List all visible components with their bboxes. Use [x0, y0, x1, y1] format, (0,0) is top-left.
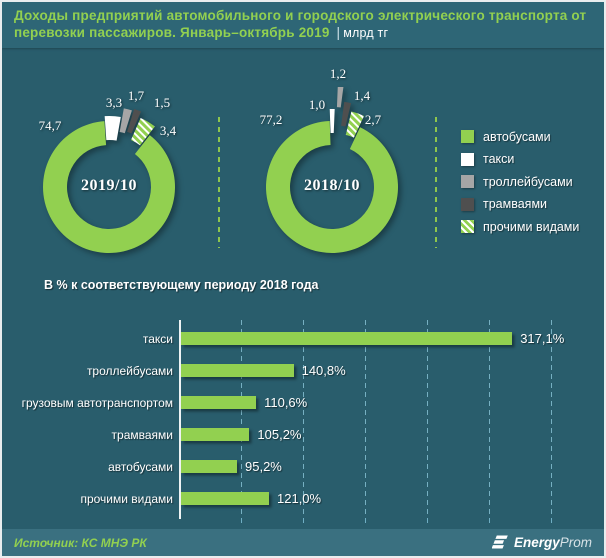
legend-label: троллейбусами	[483, 174, 573, 189]
brand-bold: Energy	[513, 535, 560, 550]
bar-chart-title: В % к соответствующему периоду 2018 года	[44, 278, 319, 292]
slice-value-taxi-2019: 3,3	[105, 95, 123, 110]
axis-tick	[551, 518, 552, 523]
energyprom-logo: EnergyProm	[491, 535, 592, 550]
legend-swatch-darkgray	[461, 197, 474, 211]
legend-item-trolleybus: троллейбусами	[461, 174, 579, 189]
brand-name: EnergyProm	[514, 535, 592, 550]
slice-value-other-2018: 2,7	[364, 112, 382, 127]
legend-item-tram: трамваями	[461, 197, 579, 211]
slice-value-trolley-2019: 1,7	[127, 88, 145, 103]
slice-value-buses-2019: 74,7	[38, 118, 62, 133]
bar-value-tram: 105,2%	[257, 427, 302, 442]
donut-chart-2018: 2018/10	[232, 83, 432, 287]
gridline	[365, 320, 366, 518]
axis-tick	[427, 518, 428, 523]
bar-chart-plot-area: 317,1% 140,8% 110,6% 105,2% 95,2% 121,0%	[179, 320, 564, 523]
legend-swatch-green	[461, 130, 474, 143]
bar-category-other: прочими видами	[80, 492, 173, 506]
bar-value-trucks: 110,6%	[264, 395, 308, 410]
legend-item-taxi: такси	[461, 152, 579, 166]
legend-item-other: прочими видами	[461, 219, 580, 234]
bar-trucks	[181, 396, 257, 409]
page-title: Доходы предприятий автомобильного и горо…	[14, 8, 592, 41]
gridline	[427, 320, 428, 518]
source-label: Источник: КС МНЭ РК	[14, 535, 147, 550]
slice-value-taxi-2018: 1,0	[308, 97, 326, 112]
gridline	[303, 320, 304, 518]
bar-category-trucks: грузовым автотранспортом	[21, 396, 173, 410]
donut-2019-center-label: 2019/10	[81, 177, 137, 194]
bar-buses	[181, 460, 237, 473]
title-text: Доходы предприятий автомобильного и горо…	[14, 8, 587, 40]
gridline	[241, 320, 242, 518]
axis-tick	[241, 518, 242, 523]
donut-2019-svg	[43, 108, 176, 253]
title-separator: |	[336, 24, 341, 40]
bar-category-trolleybus: троллейбусами	[86, 364, 173, 378]
slice-value-other-2019: 3,4	[159, 123, 177, 138]
bar-value-buses: 95,2%	[245, 459, 282, 474]
donut-2018-svg	[266, 83, 399, 253]
legend-swatch-white	[461, 152, 474, 166]
axis-tick	[489, 518, 490, 523]
bar-value-taxi: 317,1%	[520, 331, 565, 346]
legend-swatch-gray	[461, 175, 474, 188]
legend-swatch-hatched	[461, 220, 474, 233]
bar-value-other: 121,0%	[277, 491, 322, 506]
title-unit: млрд тг	[343, 25, 389, 40]
brand-light: Prom	[559, 535, 592, 550]
slice-value-trolley-2018: 1,2	[329, 66, 347, 81]
bar-category-taxi: такси	[142, 332, 173, 346]
legend-label: автобусами	[483, 129, 551, 144]
bar-tram	[181, 428, 250, 441]
y-axis-line	[179, 320, 181, 519]
header: Доходы предприятий автомобильного и горо…	[2, 2, 604, 48]
bar-category-buses: автобусами	[108, 460, 173, 474]
axis-tick	[365, 518, 366, 523]
legend-label: прочими видами	[483, 219, 580, 234]
axis-tick	[303, 518, 304, 523]
gridline	[551, 320, 552, 518]
slice-value-tram-2019: 1,5	[153, 95, 171, 110]
legend-item-buses: автобусами	[461, 129, 579, 144]
bar-other	[181, 492, 269, 505]
bar-trolleybus	[181, 364, 294, 377]
donut-2018-center-label: 2018/10	[304, 177, 360, 194]
gridline	[489, 320, 490, 518]
legend: автобусами такси троллейбусами трамваями…	[461, 130, 579, 243]
donut-chart-2019: 2019/10	[9, 87, 209, 287]
slice-value-tram-2018: 1,4	[353, 88, 371, 103]
dashed-separator-right	[435, 117, 437, 248]
dashed-separator-left	[218, 117, 220, 248]
slice-value-buses-2018: 77,2	[259, 112, 283, 127]
footer: Источник: КС МНЭ РК EnergyProm	[2, 529, 604, 556]
energyprom-icon	[491, 535, 508, 549]
bar-taxi	[181, 332, 513, 345]
legend-label: такси	[483, 152, 515, 166]
bar-category-tram: трамваями	[111, 428, 173, 442]
bar-value-trolleybus: 140,8%	[301, 363, 346, 378]
legend-label: трамваями	[483, 197, 548, 211]
